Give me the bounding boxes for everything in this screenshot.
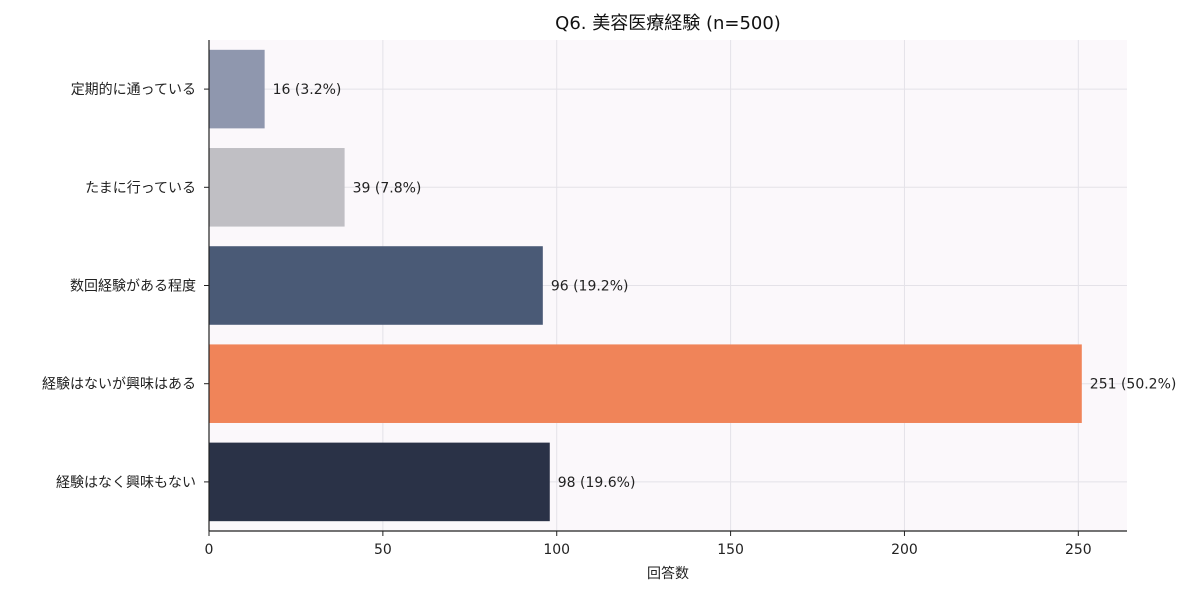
x-axis-title: 回答数 [647, 565, 689, 582]
x-tick-label: 100 [543, 542, 570, 558]
x-tick-labels: 0 50 100 150 200 250 [205, 531, 1092, 558]
data-label: 96 (19.2%) [551, 279, 629, 295]
data-label: 251 (50.2%) [1090, 377, 1177, 393]
x-tick-label: 0 [205, 542, 214, 558]
x-tick-label: 250 [1065, 542, 1092, 558]
bars [209, 49, 1082, 522]
x-tick-label: 50 [374, 542, 392, 558]
data-label: 16 (3.2%) [273, 82, 342, 98]
bar [209, 49, 265, 129]
data-label: 98 (19.6%) [558, 475, 636, 491]
category-labels: 定期的に通っているたまに行っている数回経験がある程度経験はないが興味はある経験は… [42, 82, 209, 491]
chart-title: Q6. 美容医療経験 (n=500) [555, 13, 781, 34]
bar [209, 442, 550, 522]
data-labels: 16 (3.2%) 39 (7.8%) 96 (19.2%) 251 (50.2%) 9… [273, 82, 1177, 491]
category-label: 定期的に通っている [71, 82, 196, 98]
bar [209, 246, 543, 325]
bar [209, 344, 1082, 423]
category-label: 経験はなく興味もない [56, 475, 196, 491]
category-label: 数回経験がある程度 [70, 279, 196, 295]
category-label: 経験はないが興味はある [42, 377, 196, 393]
x-tick-label: 200 [891, 542, 918, 558]
x-tick-label: 150 [717, 542, 744, 558]
category-label: たまに行っている [85, 180, 196, 196]
bar [209, 148, 345, 227]
data-label: 39 (7.8%) [353, 180, 422, 196]
